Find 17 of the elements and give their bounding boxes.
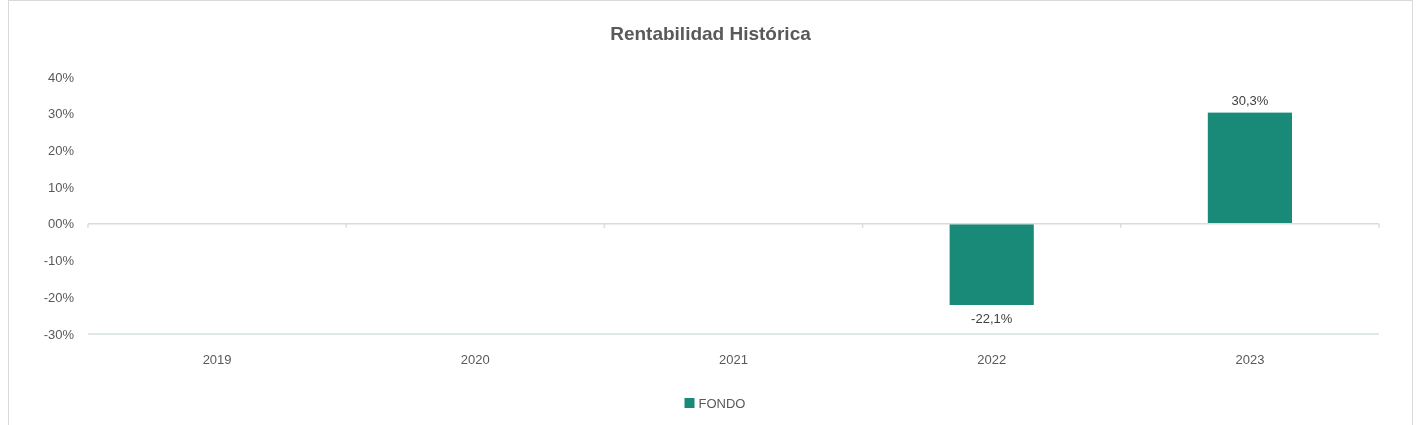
y-tick-label: 30% [47, 106, 75, 122]
x-tick-label: 2023 [1235, 352, 1265, 367]
data-label: 30,3% [1231, 92, 1269, 108]
x-tick-label: 2019 [202, 352, 232, 367]
x-tick-label: 2021 [719, 352, 748, 367]
chart-title: Rentabilidad Histórica [610, 23, 812, 44]
y-tick-label: 10% [47, 179, 75, 195]
y-tick-label: 00% [47, 216, 75, 232]
y-tick-label: 20% [47, 142, 75, 158]
x-tick-label: 2022 [977, 352, 1007, 367]
y-tick-label: -30% [43, 326, 75, 342]
data-label: -22,1% [971, 311, 1013, 326]
legend-label: FONDO [698, 395, 746, 411]
y-tick-label: -10% [43, 253, 75, 269]
y-tick-label: 40% [47, 69, 75, 85]
x-tick-label: 2020 [460, 352, 490, 367]
y-tick-label: -20% [43, 289, 75, 305]
